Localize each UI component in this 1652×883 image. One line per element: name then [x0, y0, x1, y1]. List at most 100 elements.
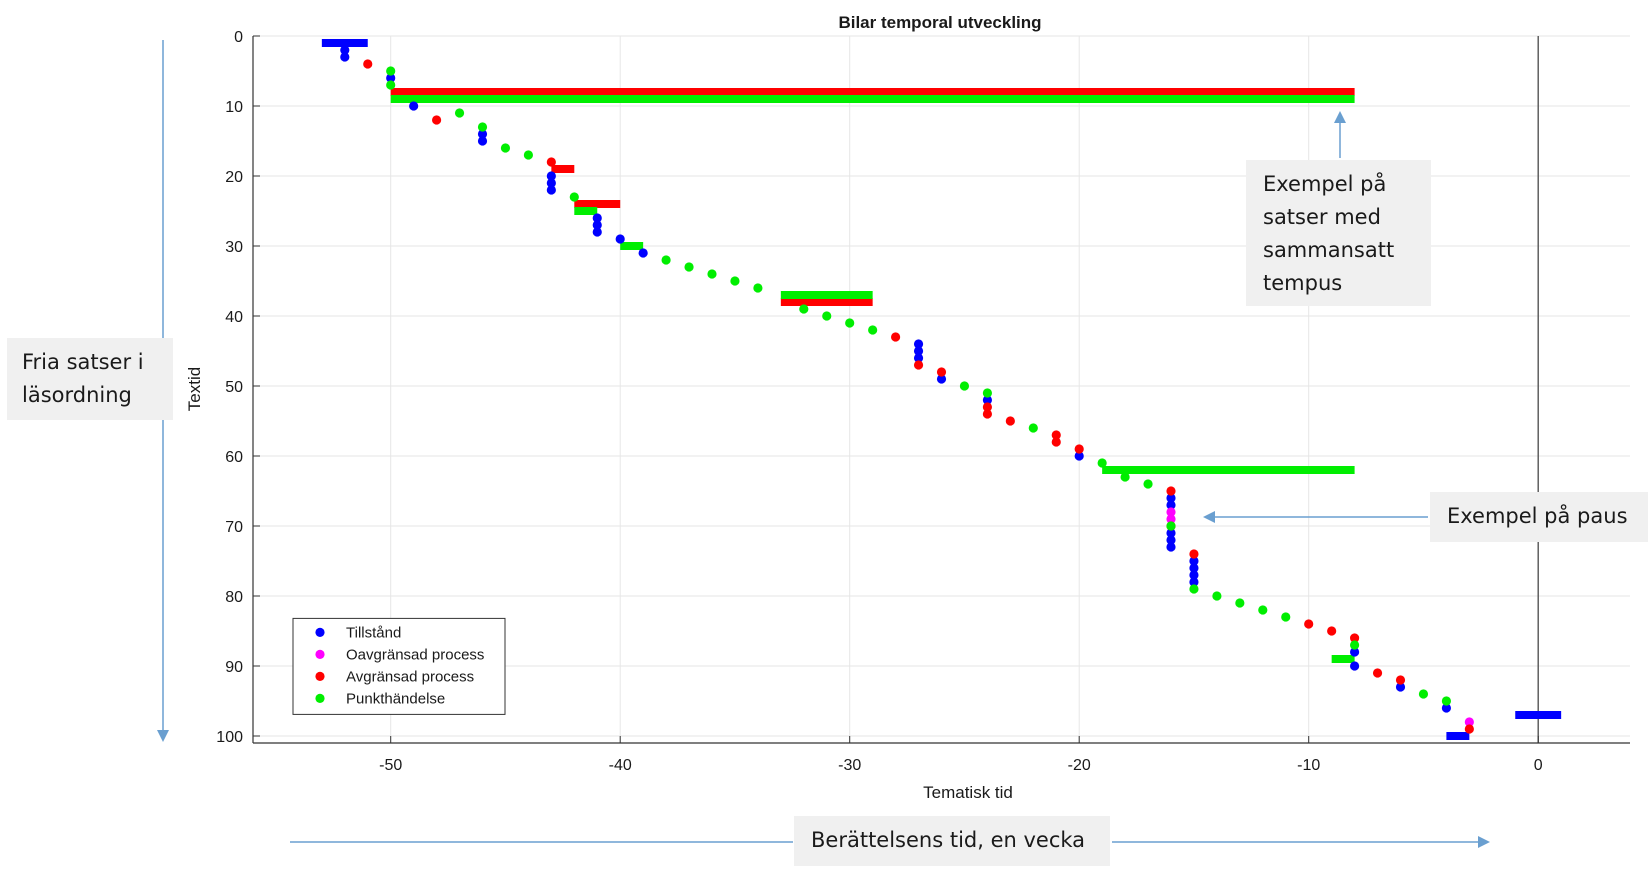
data-point: [1372, 668, 1383, 678]
data-point: [592, 213, 602, 223]
x-axis-label: Tematisk tid: [923, 783, 1013, 802]
y-tick-label: 100: [216, 729, 243, 746]
data-point: [1464, 724, 1474, 734]
data-point: [1281, 612, 1291, 622]
data-point: [913, 360, 924, 370]
data-point: [592, 220, 602, 230]
legend-box: [292, 617, 506, 715]
data-point: [661, 255, 671, 265]
data-point: [1441, 703, 1451, 713]
callout-pause-text: Exempel på paus: [1447, 504, 1628, 528]
callout-narrative-time-text: Berättelsens tid, en vecka: [811, 828, 1086, 852]
series-segment: [390, 88, 1355, 96]
legend-marker: [315, 649, 325, 660]
legend-marker: [315, 627, 325, 638]
x-tick-label: -30: [838, 757, 861, 774]
data-point: [936, 367, 947, 377]
data-point: [1166, 493, 1176, 503]
data-point: [1120, 472, 1130, 482]
data-point: [1395, 682, 1406, 692]
x-tick-label: -40: [609, 757, 632, 774]
series-segment: [1446, 732, 1470, 740]
data-point: [432, 115, 442, 125]
legend-marker: [315, 671, 325, 682]
data-point: [1166, 528, 1176, 538]
data-point: [1395, 675, 1406, 685]
data-point: [546, 157, 556, 167]
data-point: [730, 276, 740, 286]
data-point: [386, 73, 396, 83]
y-tick-label: 40: [225, 309, 243, 326]
data-point: [500, 143, 511, 153]
data-point: [1189, 563, 1199, 573]
data-point: [1189, 584, 1199, 594]
y-tick-label: 90: [225, 659, 243, 676]
data-point: [913, 339, 924, 349]
series-segment: [551, 165, 575, 173]
x-tick-label: 0: [1534, 757, 1543, 774]
data-point: [340, 52, 350, 62]
series-segment: [780, 298, 873, 306]
data-point: [386, 80, 396, 90]
data-point: [340, 45, 350, 55]
data-point: [523, 150, 534, 160]
x-tick-label: -50: [379, 757, 402, 774]
data-point: [822, 311, 832, 321]
callout-reading-order-text: Fria satser i läsordning: [22, 350, 144, 407]
data-point: [1028, 423, 1038, 433]
y-axis-label: Textid: [185, 367, 204, 411]
data-point: [477, 129, 488, 139]
data-point: [638, 248, 648, 258]
data-point: [1350, 640, 1360, 650]
data-point: [1304, 619, 1314, 629]
data-point: [363, 59, 373, 69]
data-point: [569, 192, 579, 202]
data-point: [913, 353, 924, 363]
series-segment: [780, 291, 873, 299]
x-tick-label: -10: [1297, 757, 1320, 774]
data-point: [1143, 479, 1153, 489]
data-point: [1166, 521, 1176, 531]
data-point: [1166, 542, 1176, 552]
data-point: [1166, 500, 1176, 510]
y-tick-label: 80: [225, 589, 243, 606]
data-point: [1350, 661, 1360, 671]
data-point: [982, 402, 993, 412]
data-point: [799, 304, 809, 314]
legend-label: Tillstånd: [346, 624, 401, 641]
series-points: [340, 45, 1474, 734]
callout-narrative-time: Berättelsens tid, en vecka: [794, 816, 1110, 866]
series-segment: [574, 200, 621, 208]
data-point: [1350, 633, 1360, 643]
data-point: [477, 136, 488, 146]
data-point: [1327, 626, 1337, 636]
data-point: [1074, 444, 1084, 454]
series-segment: [390, 95, 1355, 103]
series-segment: [620, 242, 644, 250]
legend-marker: [315, 693, 325, 704]
data-point: [1464, 717, 1474, 727]
data-point: [959, 381, 970, 391]
x-tick-label: -20: [1068, 757, 1091, 774]
data-point: [546, 178, 556, 188]
data-point: [1189, 570, 1199, 580]
data-point: [1166, 514, 1176, 524]
legend-label: Avgränsad process: [346, 668, 474, 685]
data-point: [936, 374, 947, 384]
y-tick-label: 30: [225, 239, 243, 256]
data-point: [707, 269, 717, 279]
data-point: [1097, 458, 1107, 468]
series-segment: [321, 39, 368, 47]
legend-label: Punkthändelse: [346, 690, 445, 707]
data-point: [1441, 696, 1451, 706]
data-point: [1074, 451, 1084, 461]
callout-compound-tense: Exempel på satser med sammansatt tempus: [1246, 160, 1431, 306]
y-tick-label: 20: [225, 169, 243, 186]
data-point: [1235, 598, 1245, 608]
data-point: [868, 325, 878, 335]
data-point: [684, 262, 694, 272]
legend-label: Oavgränsad process: [346, 646, 484, 663]
callout-compound-tense-text: Exempel på satser med sammansatt tempus: [1263, 172, 1395, 295]
data-point: [1005, 416, 1015, 426]
